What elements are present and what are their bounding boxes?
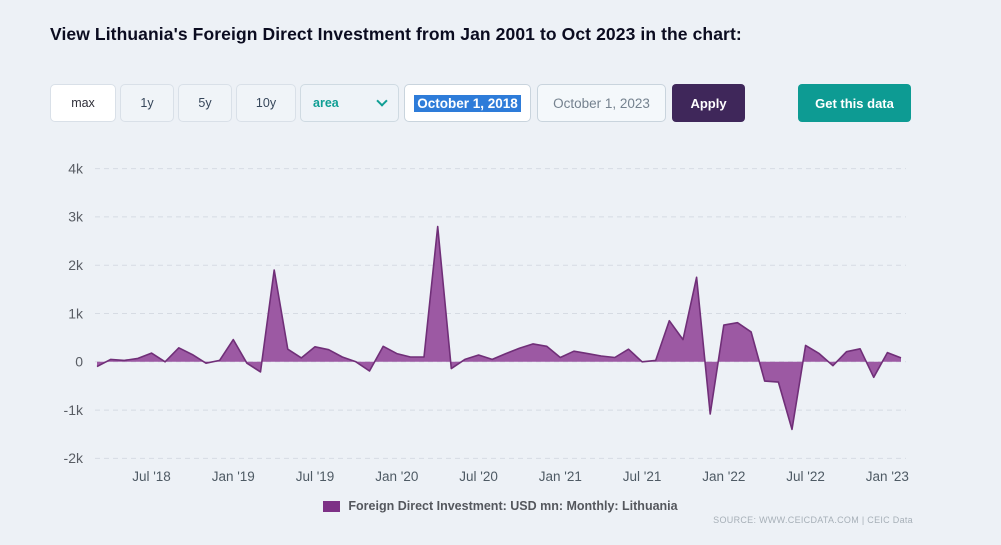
svg-text:3k: 3k <box>68 209 84 225</box>
range-button-10y[interactable]: 10y <box>236 84 296 122</box>
svg-text:4k: 4k <box>68 160 84 176</box>
chart-legend: Foreign Direct Investment: USD mn: Month… <box>0 499 1001 513</box>
svg-text:Jan '19: Jan '19 <box>212 469 255 484</box>
svg-text:1k: 1k <box>68 305 84 321</box>
chart-type-select[interactable]: area <box>300 84 399 122</box>
svg-text:Jul '19: Jul '19 <box>296 469 335 484</box>
svg-text:Jul '20: Jul '20 <box>459 469 498 484</box>
date-to-input[interactable]: October 1, 2023 <box>537 84 666 122</box>
date-from-value: October 1, 2018 <box>414 94 521 112</box>
range-button-5y[interactable]: 5y <box>178 84 232 122</box>
date-from-input[interactable]: October 1, 2018 <box>404 84 531 122</box>
get-this-data-button[interactable]: Get this data <box>798 84 911 122</box>
range-button-max[interactable]: max <box>50 84 116 122</box>
date-to-value: October 1, 2023 <box>553 95 650 111</box>
range-button-1y[interactable]: 1y <box>120 84 174 122</box>
svg-text:Jul '18: Jul '18 <box>132 469 171 484</box>
page-title: View Lithuania's Foreign Direct Investme… <box>50 24 742 44</box>
svg-text:-1k: -1k <box>64 402 84 418</box>
chart-type-selected-value: area <box>313 96 339 110</box>
source-attribution: SOURCE: WWW.CEICDATA.COM | CEIC Data <box>713 515 913 525</box>
svg-text:Jul '22: Jul '22 <box>786 469 825 484</box>
svg-text:Jan '21: Jan '21 <box>539 469 582 484</box>
svg-text:-2k: -2k <box>64 450 84 466</box>
legend-label: Foreign Direct Investment: USD mn: Month… <box>348 499 678 513</box>
svg-text:Jan '20: Jan '20 <box>375 469 418 484</box>
svg-text:Jan '23: Jan '23 <box>866 469 909 484</box>
svg-text:Jan '22: Jan '22 <box>702 469 745 484</box>
svg-text:Jul '21: Jul '21 <box>623 469 662 484</box>
apply-button[interactable]: Apply <box>672 84 745 122</box>
legend-swatch <box>323 500 341 512</box>
svg-text:0: 0 <box>75 354 83 370</box>
svg-text:2k: 2k <box>68 257 84 273</box>
